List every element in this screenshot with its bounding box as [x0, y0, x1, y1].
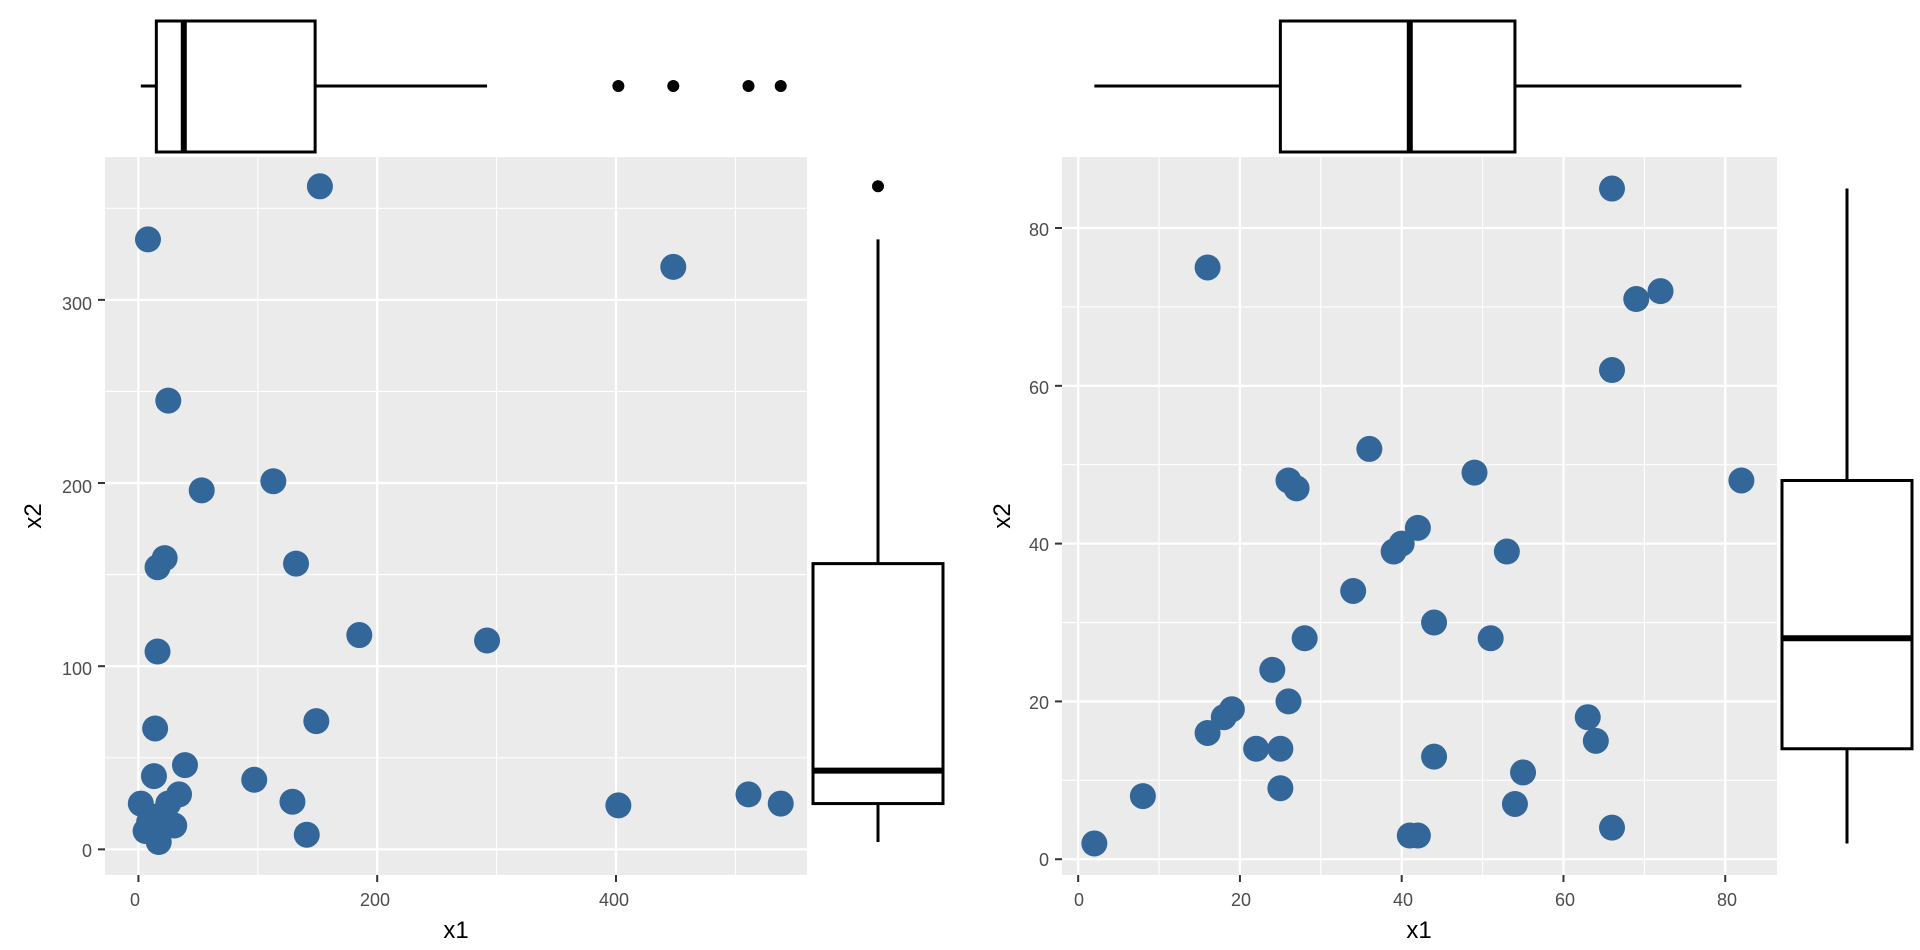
- chart-2-x-tick-label: 0: [1074, 890, 1084, 910]
- chart-2-point: [1243, 735, 1270, 762]
- chart-1-point: [660, 253, 687, 280]
- chart-2-point: [1599, 357, 1625, 384]
- chart-1-x-tick-label: 200: [360, 890, 390, 910]
- chart-1-point: [735, 781, 762, 808]
- chart-2-x-boxplot: [1094, 19, 1742, 154]
- chart-1-point: [279, 788, 306, 815]
- chart-1-point: [140, 763, 167, 790]
- chart-2-point: [1421, 609, 1448, 636]
- chart-1-x-tick-label: 0: [130, 890, 140, 910]
- chart-1-y-boxplot: [811, 180, 945, 843]
- chart-1-point: [303, 708, 330, 735]
- chart-1-y-tick-label: 0: [82, 841, 92, 861]
- chart-2-points: [1081, 175, 1755, 857]
- chart-1-point: [767, 790, 794, 817]
- chart-1-x-tick-label: 400: [599, 890, 629, 910]
- chart-2-point: [1623, 286, 1650, 313]
- chart-2-x-tick-label: 60: [1555, 890, 1575, 910]
- chart-1-point: [144, 638, 171, 665]
- chart-2-point: [1194, 254, 1221, 281]
- chart-2-point: [1477, 625, 1504, 652]
- chart-1-x-boxplot: [140, 19, 787, 154]
- chart-1: 0 200 400 0 100 200 300 x1 x2: [20, 19, 945, 944]
- chart-1-x-box-outlier: [612, 80, 625, 92]
- chart-2-point: [1421, 743, 1448, 770]
- chart-2-point: [1267, 735, 1294, 762]
- chart-1-point: [283, 550, 310, 577]
- chart-2-x-box-iqr: [1278, 19, 1517, 154]
- chart-2-point: [1510, 759, 1537, 786]
- chart-1-x-box-outlier: [742, 80, 755, 92]
- chart-1-point: [161, 812, 188, 839]
- chart-1-point: [155, 387, 182, 414]
- chart-1-y-box-iqr: [811, 562, 945, 806]
- chart-2: 0 20 40 60 80 0 20 40 60 80 x1 x2: [989, 19, 1914, 944]
- chart-1-y-tick-label: 100: [62, 659, 92, 679]
- chart-2-point: [1283, 475, 1310, 502]
- chart-2-y-tick-label: 40: [1029, 535, 1049, 555]
- chart-2-gridlines: [1062, 157, 1777, 875]
- chart-2-point: [1404, 514, 1431, 541]
- chart-2-y-tick-label: 80: [1029, 220, 1049, 240]
- chart-2-point: [1599, 814, 1625, 841]
- chart-2-x-tick-label: 80: [1717, 890, 1737, 910]
- chart-1-y-box-outlier: [872, 180, 884, 193]
- chart-2-point: [1461, 459, 1488, 486]
- chart-2-point: [1275, 688, 1302, 715]
- chart-2-point: [1356, 435, 1383, 462]
- chart-2-point: [1388, 530, 1415, 557]
- chart-1-point: [171, 752, 198, 779]
- chart-1-point: [134, 226, 161, 253]
- chart-2-point: [1194, 719, 1221, 746]
- chart-2-x-tick-label: 20: [1231, 890, 1251, 910]
- chart-1-point: [142, 715, 169, 742]
- chart-2-point: [1501, 790, 1528, 817]
- chart-1-point: [605, 792, 632, 819]
- chart-2-point: [1218, 696, 1245, 723]
- chart-1-point: [241, 766, 268, 793]
- chart-2-point: [1340, 577, 1367, 604]
- chart-1-point: [306, 173, 333, 200]
- chart-2-point: [1493, 538, 1520, 565]
- chart-2-point: [1582, 727, 1609, 754]
- chart-2-y-boxplot: [1780, 188, 1914, 844]
- chart-1-gridlines: [105, 157, 807, 875]
- chart-1-point: [346, 622, 373, 649]
- chart-1-axes: [98, 298, 617, 882]
- chart-1-x-box-iqr: [154, 19, 317, 154]
- chart-2-y-tick-label: 20: [1029, 693, 1049, 713]
- chart-1-point: [188, 477, 215, 504]
- chart-1-x-box-outlier: [667, 80, 680, 92]
- chart-2-point: [1647, 278, 1674, 305]
- chart-1-x-axis-title: x1: [443, 917, 468, 944]
- chart-2-point: [1259, 656, 1286, 683]
- chart-1-point: [474, 627, 501, 654]
- chart-1-points: [127, 173, 794, 856]
- chart-1-panel-background: [105, 157, 807, 875]
- chart-1-y-tick-label: 200: [62, 477, 92, 497]
- chart-1-y-tick-label: 300: [62, 294, 92, 314]
- chart-1-point: [166, 781, 193, 808]
- chart-2-y-tick-label: 60: [1029, 378, 1049, 398]
- chart-2-point: [1404, 822, 1431, 849]
- chart-2-point: [1267, 775, 1294, 802]
- chart-2-point: [1728, 467, 1755, 494]
- chart-2-point: [1574, 704, 1601, 731]
- chart-2-x-tick-label: 40: [1393, 890, 1413, 910]
- chart-2-y-axis-title: x2: [989, 503, 1016, 528]
- chart-2-point: [1599, 175, 1625, 202]
- chart-2-axes: [1055, 227, 1727, 882]
- chart-2-point: [1291, 625, 1318, 652]
- chart-1-point: [151, 545, 178, 572]
- chart-1-y-axis-title: x2: [20, 503, 47, 528]
- chart-1-point: [293, 821, 320, 848]
- chart-2-point: [1129, 783, 1156, 810]
- chart-2-x-axis-title: x1: [1406, 917, 1431, 944]
- chart-1-point: [260, 468, 287, 495]
- chart-2-point: [1081, 830, 1108, 857]
- chart-1-x-box-outlier: [774, 80, 787, 92]
- chart-2-y-tick-label: 0: [1039, 850, 1049, 870]
- chart-2-y-box-iqr: [1780, 478, 1914, 751]
